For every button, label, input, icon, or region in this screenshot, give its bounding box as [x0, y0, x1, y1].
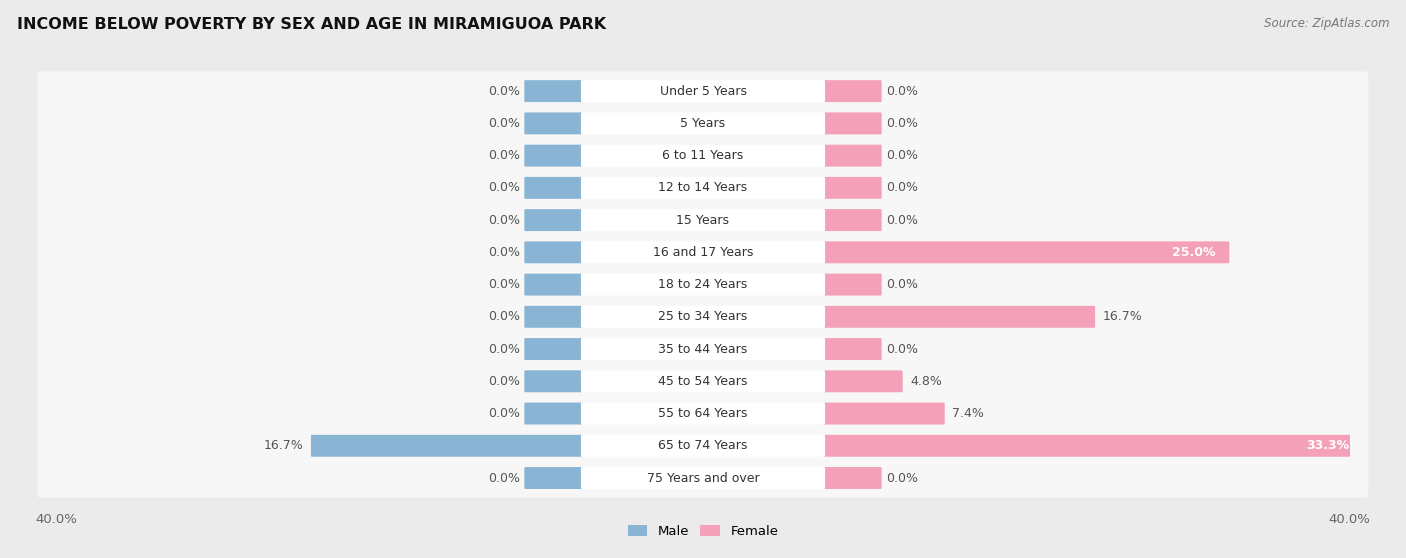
Text: 16.7%: 16.7%: [264, 439, 304, 453]
FancyBboxPatch shape: [824, 80, 882, 102]
FancyBboxPatch shape: [824, 306, 1095, 328]
FancyBboxPatch shape: [524, 80, 582, 102]
Text: 0.0%: 0.0%: [886, 85, 918, 98]
Text: 0.0%: 0.0%: [488, 472, 520, 484]
Text: 15 Years: 15 Years: [676, 214, 730, 227]
FancyBboxPatch shape: [824, 402, 945, 425]
FancyBboxPatch shape: [581, 371, 825, 392]
Text: 0.0%: 0.0%: [488, 375, 520, 388]
FancyBboxPatch shape: [38, 104, 1368, 143]
Text: 0.0%: 0.0%: [488, 407, 520, 420]
FancyBboxPatch shape: [524, 371, 582, 392]
FancyBboxPatch shape: [824, 242, 1229, 263]
FancyBboxPatch shape: [581, 80, 825, 102]
Text: 0.0%: 0.0%: [488, 310, 520, 323]
Text: 0.0%: 0.0%: [886, 214, 918, 227]
FancyBboxPatch shape: [581, 402, 825, 425]
Text: 0.0%: 0.0%: [886, 278, 918, 291]
Text: 5 Years: 5 Years: [681, 117, 725, 130]
FancyBboxPatch shape: [524, 112, 582, 134]
FancyBboxPatch shape: [581, 435, 825, 457]
FancyBboxPatch shape: [824, 145, 882, 167]
Text: 45 to 54 Years: 45 to 54 Years: [658, 375, 748, 388]
FancyBboxPatch shape: [824, 177, 882, 199]
FancyBboxPatch shape: [524, 467, 582, 489]
Text: 0.0%: 0.0%: [488, 117, 520, 130]
FancyBboxPatch shape: [581, 273, 825, 296]
FancyBboxPatch shape: [824, 338, 882, 360]
Text: 0.0%: 0.0%: [488, 149, 520, 162]
Text: 0.0%: 0.0%: [886, 117, 918, 130]
Text: 6 to 11 Years: 6 to 11 Years: [662, 149, 744, 162]
Text: 65 to 74 Years: 65 to 74 Years: [658, 439, 748, 453]
Text: 0.0%: 0.0%: [488, 181, 520, 194]
FancyBboxPatch shape: [38, 458, 1368, 498]
Text: 4.8%: 4.8%: [910, 375, 942, 388]
FancyBboxPatch shape: [581, 209, 825, 231]
Text: INCOME BELOW POVERTY BY SEX AND AGE IN MIRAMIGUOA PARK: INCOME BELOW POVERTY BY SEX AND AGE IN M…: [17, 17, 606, 32]
FancyBboxPatch shape: [824, 112, 882, 134]
Legend: Male, Female: Male, Female: [623, 520, 783, 543]
Text: 0.0%: 0.0%: [886, 343, 918, 355]
FancyBboxPatch shape: [524, 242, 582, 263]
Text: 25 to 34 Years: 25 to 34 Years: [658, 310, 748, 323]
Text: 18 to 24 Years: 18 to 24 Years: [658, 278, 748, 291]
Text: 0.0%: 0.0%: [488, 214, 520, 227]
FancyBboxPatch shape: [824, 273, 882, 296]
FancyBboxPatch shape: [38, 200, 1368, 240]
Text: 0.0%: 0.0%: [488, 343, 520, 355]
Text: 0.0%: 0.0%: [886, 149, 918, 162]
FancyBboxPatch shape: [38, 265, 1368, 304]
FancyBboxPatch shape: [38, 362, 1368, 401]
FancyBboxPatch shape: [38, 168, 1368, 208]
FancyBboxPatch shape: [311, 435, 582, 457]
FancyBboxPatch shape: [38, 71, 1368, 111]
Text: 12 to 14 Years: 12 to 14 Years: [658, 181, 748, 194]
Text: 0.0%: 0.0%: [488, 85, 520, 98]
Text: 0.0%: 0.0%: [488, 278, 520, 291]
FancyBboxPatch shape: [38, 329, 1368, 369]
Text: 0.0%: 0.0%: [886, 472, 918, 484]
Text: 55 to 64 Years: 55 to 64 Years: [658, 407, 748, 420]
Text: Source: ZipAtlas.com: Source: ZipAtlas.com: [1264, 17, 1389, 30]
FancyBboxPatch shape: [824, 435, 1364, 457]
FancyBboxPatch shape: [824, 467, 882, 489]
Text: 0.0%: 0.0%: [488, 246, 520, 259]
FancyBboxPatch shape: [38, 136, 1368, 175]
FancyBboxPatch shape: [524, 209, 582, 231]
FancyBboxPatch shape: [524, 145, 582, 167]
Text: 16 and 17 Years: 16 and 17 Years: [652, 246, 754, 259]
Text: 0.0%: 0.0%: [886, 181, 918, 194]
FancyBboxPatch shape: [38, 233, 1368, 272]
FancyBboxPatch shape: [581, 338, 825, 360]
Text: 7.4%: 7.4%: [952, 407, 984, 420]
Text: 33.3%: 33.3%: [1306, 439, 1350, 453]
Text: Under 5 Years: Under 5 Years: [659, 85, 747, 98]
FancyBboxPatch shape: [524, 177, 582, 199]
FancyBboxPatch shape: [38, 297, 1368, 336]
FancyBboxPatch shape: [581, 467, 825, 489]
FancyBboxPatch shape: [824, 209, 882, 231]
Text: 16.7%: 16.7%: [1102, 310, 1142, 323]
Text: 35 to 44 Years: 35 to 44 Years: [658, 343, 748, 355]
FancyBboxPatch shape: [581, 177, 825, 199]
FancyBboxPatch shape: [581, 145, 825, 167]
FancyBboxPatch shape: [524, 306, 582, 328]
FancyBboxPatch shape: [38, 394, 1368, 433]
FancyBboxPatch shape: [524, 402, 582, 425]
FancyBboxPatch shape: [581, 306, 825, 328]
FancyBboxPatch shape: [581, 242, 825, 263]
FancyBboxPatch shape: [38, 426, 1368, 465]
Text: 25.0%: 25.0%: [1173, 246, 1216, 259]
FancyBboxPatch shape: [581, 112, 825, 134]
FancyBboxPatch shape: [524, 338, 582, 360]
FancyBboxPatch shape: [824, 371, 903, 392]
Text: 75 Years and over: 75 Years and over: [647, 472, 759, 484]
FancyBboxPatch shape: [524, 273, 582, 296]
